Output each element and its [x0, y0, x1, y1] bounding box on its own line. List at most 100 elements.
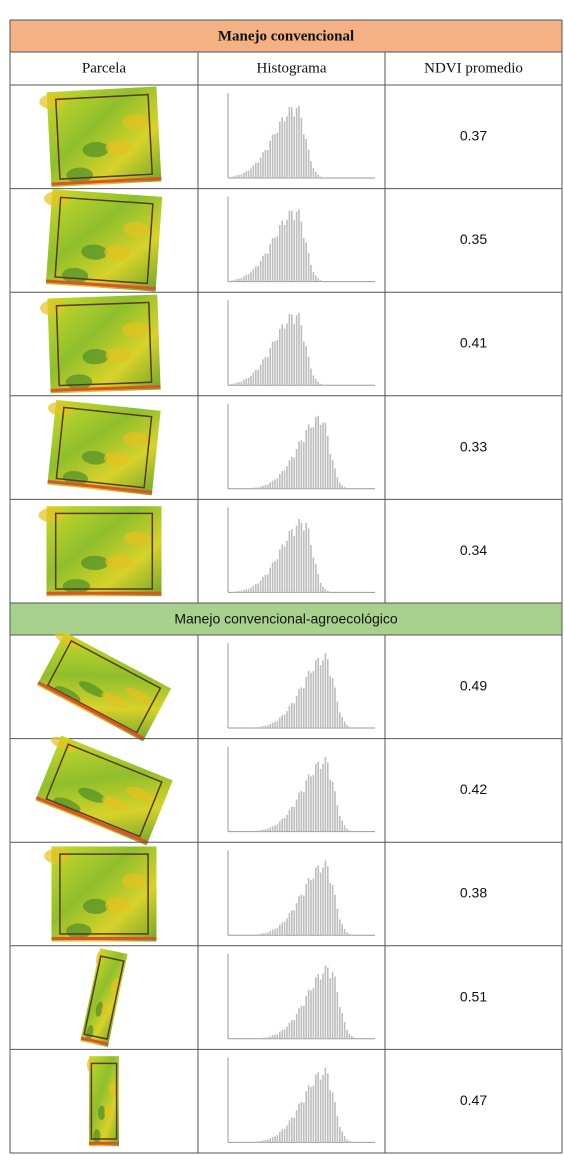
histogram-bar: [284, 329, 286, 386]
histogram-bar: [277, 928, 279, 935]
histogram-bar: [351, 1142, 353, 1143]
histogram-bar: [279, 122, 281, 178]
histogram-bar: [334, 895, 336, 935]
histogram-bar: [241, 174, 243, 178]
histogram-bar: [257, 162, 259, 178]
histogram-bar: [308, 253, 310, 281]
histogram-bar: [298, 896, 300, 935]
histogram-bar: [255, 370, 257, 385]
histogram-bar: [337, 702, 339, 728]
histogram-bar: [274, 722, 276, 728]
histogram-bar: [293, 117, 295, 178]
histogram-bar: [255, 934, 257, 935]
histogram-bar: [344, 1022, 346, 1039]
histogram-bar: [308, 528, 310, 592]
histogram-bar: [262, 1038, 264, 1039]
histogram-bar: [334, 977, 336, 1039]
histogram-bar: [279, 329, 281, 385]
histogram-bar: [267, 357, 269, 385]
histogram-bar: [272, 930, 274, 935]
histogram-bar: [291, 703, 293, 728]
histogram-bar: [238, 382, 240, 385]
histogram-bar: [351, 727, 353, 728]
histogram-bar: [293, 807, 295, 832]
histogram-bar: [284, 1029, 286, 1039]
histogram-bar: [303, 688, 305, 728]
histogram-bar: [334, 791, 336, 831]
histogram-bar: [322, 764, 324, 832]
histogram-bar: [231, 177, 233, 178]
column-header: Histograma: [257, 60, 327, 76]
histogram-bar: [322, 1075, 324, 1143]
histogram-bar: [291, 211, 293, 282]
histogram-bar: [255, 727, 257, 728]
histogram-bar: [269, 931, 271, 935]
histogram-bar: [277, 1034, 279, 1039]
histogram-bar: [248, 378, 250, 386]
histogram-bar: [284, 714, 286, 728]
parcel-image: [40, 399, 161, 495]
histogram-bar: [262, 933, 264, 935]
histogram-bar: [241, 278, 243, 282]
histogram-bar: [281, 819, 283, 832]
histogram-bar: [305, 243, 307, 282]
histogram-bar: [291, 107, 293, 178]
histogram-bar: [279, 925, 281, 935]
parcel-image: [38, 506, 161, 596]
histogram-bar: [298, 209, 300, 281]
histogram-bar: [301, 1006, 303, 1039]
histogram-bar: [238, 175, 240, 178]
histogram-bar: [257, 1142, 259, 1143]
histogram-bar: [329, 780, 331, 832]
histogram-bar: [329, 676, 331, 728]
histogram-bar: [305, 430, 307, 489]
histogram-bar: [257, 1038, 259, 1039]
histogram-bar: [272, 481, 274, 489]
histogram-bar: [250, 376, 252, 385]
histogram-bar: [245, 171, 247, 178]
histogram-bar: [341, 924, 343, 935]
histogram-bar: [267, 1140, 269, 1143]
histogram-bar: [341, 485, 343, 489]
histogram-bar: [305, 884, 307, 935]
histogram-bar: [322, 660, 324, 728]
histogram-bar: [255, 1142, 257, 1143]
histogram-bar: [305, 781, 307, 832]
histogram-bar: [257, 584, 259, 593]
histogram-bar: [310, 1087, 312, 1142]
histogram-bar: [253, 1142, 255, 1143]
histogram-bar: [281, 922, 283, 935]
histogram-bar: [291, 1020, 293, 1039]
histogram-bar: [320, 583, 322, 593]
histogram-bar: [245, 589, 247, 592]
ndvi-value: 0.33: [460, 438, 487, 454]
histogram-bar: [255, 163, 257, 178]
column-header: Parcela: [82, 60, 126, 76]
histogram-bar: [291, 807, 293, 832]
histogram-bar: [265, 1037, 267, 1038]
histogram-bar: [332, 678, 334, 728]
histogram-bar: [317, 1072, 319, 1142]
histogram-bar: [298, 793, 300, 832]
histogram-bar: [317, 175, 319, 178]
histogram-bar: [293, 1118, 295, 1143]
histogram-bar: [308, 878, 310, 935]
histogram-bar: [301, 687, 303, 728]
histogram-bar: [248, 170, 250, 178]
histogram-bar: [308, 774, 310, 831]
parcel-image: [38, 189, 162, 292]
histogram-bar: [253, 165, 255, 178]
histogram-bar: [317, 278, 319, 281]
histogram-bar: [296, 212, 298, 282]
histogram-bar: [238, 591, 240, 592]
histogram-bar: [253, 727, 255, 728]
histogram-bar: [305, 523, 307, 593]
field-patch: [109, 1081, 116, 1095]
ndvi-value: 0.35: [460, 231, 487, 247]
histogram-bar: [310, 545, 312, 592]
histogram-bar: [339, 816, 341, 832]
histogram-bar: [265, 150, 267, 178]
histogram-bar: [260, 580, 262, 592]
histogram-bar: [317, 382, 319, 385]
histogram-bar: [301, 1102, 303, 1143]
